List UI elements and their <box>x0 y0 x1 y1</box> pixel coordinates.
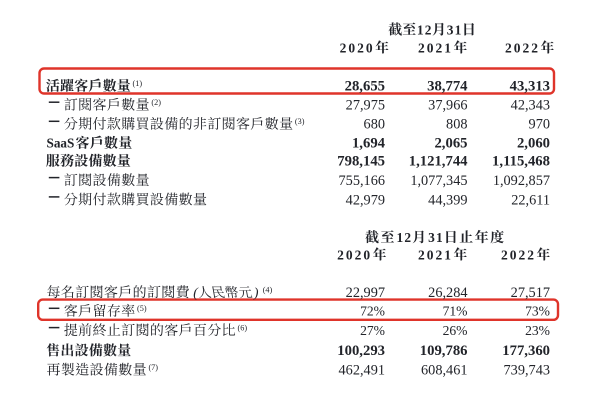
svg-text:31: 31 <box>428 230 444 245</box>
svg-text:42,979: 42,979 <box>346 192 385 208</box>
svg-text:100,293: 100,293 <box>337 343 385 359</box>
svg-text:1,115,468: 1,115,468 <box>492 154 550 170</box>
svg-text:23%: 23% <box>525 323 550 338</box>
svg-text:31: 31 <box>447 22 463 37</box>
svg-text:44,399: 44,399 <box>428 192 467 208</box>
svg-text:(1): (1) <box>133 79 143 88</box>
svg-text:2021: 2021 <box>418 40 453 55</box>
svg-text:71%: 71% <box>443 304 468 319</box>
svg-text:26%: 26% <box>443 323 468 338</box>
svg-text:798,145: 798,145 <box>337 154 385 170</box>
svg-text:(7): (7) <box>148 363 158 372</box>
svg-text:(: ( <box>193 285 199 301</box>
svg-text:2,065: 2,065 <box>434 136 467 152</box>
svg-text:42,343: 42,343 <box>511 98 550 114</box>
svg-text:970: 970 <box>529 117 550 133</box>
svg-text:680: 680 <box>364 117 385 133</box>
svg-text:1,092,857: 1,092,857 <box>493 173 550 189</box>
svg-text:808: 808 <box>446 117 467 133</box>
svg-text:SaaS: SaaS <box>47 136 75 151</box>
svg-text:22,997: 22,997 <box>346 285 385 301</box>
svg-text:2,060: 2,060 <box>517 136 550 152</box>
svg-text:1,077,345: 1,077,345 <box>410 173 467 189</box>
svg-text:2021: 2021 <box>418 247 453 262</box>
svg-text:109,786: 109,786 <box>420 343 468 359</box>
svg-text:73%: 73% <box>525 304 550 319</box>
svg-text:27,975: 27,975 <box>346 98 385 114</box>
svg-text:37,966: 37,966 <box>428 98 467 114</box>
svg-text:28,655: 28,655 <box>345 79 385 95</box>
svg-text:22,611: 22,611 <box>511 192 550 208</box>
svg-text:): ) <box>253 285 259 301</box>
svg-text:2020: 2020 <box>340 40 375 55</box>
svg-text:(2): (2) <box>151 98 161 107</box>
svg-text:2022: 2022 <box>501 247 536 262</box>
svg-text:27,517: 27,517 <box>511 285 550 301</box>
svg-text:12: 12 <box>397 230 413 245</box>
svg-text:(4): (4) <box>263 285 273 294</box>
svg-text:1,694: 1,694 <box>352 136 386 152</box>
svg-text:38,774: 38,774 <box>427 79 468 95</box>
svg-text:27%: 27% <box>360 323 385 338</box>
svg-text:26,284: 26,284 <box>428 285 467 301</box>
svg-text:(3): (3) <box>295 117 305 126</box>
svg-text:1,121,744: 1,121,744 <box>409 154 468 170</box>
svg-text:12: 12 <box>417 22 433 37</box>
svg-text:72%: 72% <box>360 304 385 319</box>
svg-text:755,166: 755,166 <box>339 173 385 189</box>
svg-text:(6): (6) <box>238 323 248 332</box>
svg-text:(5): (5) <box>137 304 147 313</box>
svg-text:177,360: 177,360 <box>502 343 550 359</box>
svg-text:608,461: 608,461 <box>421 363 467 379</box>
svg-text:739,743: 739,743 <box>504 363 550 379</box>
svg-text:2020: 2020 <box>337 247 372 262</box>
svg-text:2022: 2022 <box>505 40 540 55</box>
svg-text:43,313: 43,313 <box>510 79 550 95</box>
svg-text:462,491: 462,491 <box>339 363 385 379</box>
